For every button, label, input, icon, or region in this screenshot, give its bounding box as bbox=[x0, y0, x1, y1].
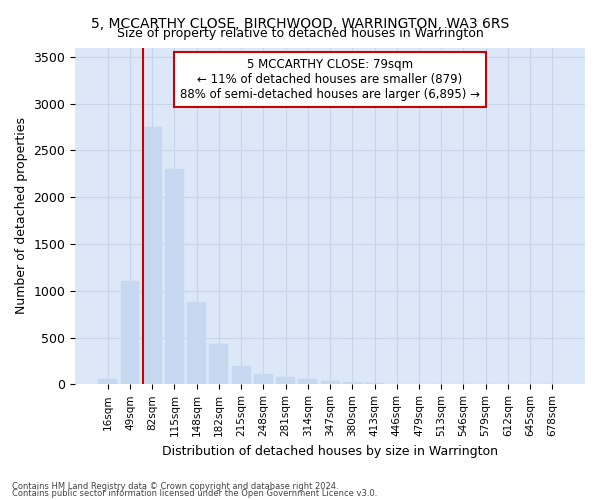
Bar bbox=[343, 382, 362, 384]
Bar bbox=[187, 302, 206, 384]
Bar bbox=[320, 381, 340, 384]
Text: Contains HM Land Registry data © Crown copyright and database right 2024.: Contains HM Land Registry data © Crown c… bbox=[12, 482, 338, 491]
Text: 5 MCCARTHY CLOSE: 79sqm
← 11% of detached houses are smaller (879)
88% of semi-d: 5 MCCARTHY CLOSE: 79sqm ← 11% of detache… bbox=[180, 58, 480, 100]
Text: 5, MCCARTHY CLOSE, BIRCHWOOD, WARRINGTON, WA3 6RS: 5, MCCARTHY CLOSE, BIRCHWOOD, WARRINGTON… bbox=[91, 18, 509, 32]
Bar bbox=[143, 127, 161, 384]
Bar bbox=[98, 379, 117, 384]
X-axis label: Distribution of detached houses by size in Warrington: Distribution of detached houses by size … bbox=[162, 444, 498, 458]
Bar bbox=[298, 379, 317, 384]
Y-axis label: Number of detached properties: Number of detached properties bbox=[15, 118, 28, 314]
Bar bbox=[232, 366, 251, 384]
Bar bbox=[165, 169, 184, 384]
Bar bbox=[209, 344, 229, 385]
Bar bbox=[254, 374, 273, 384]
Bar bbox=[121, 282, 139, 385]
Bar bbox=[276, 378, 295, 384]
Bar bbox=[365, 383, 384, 384]
Text: Contains public sector information licensed under the Open Government Licence v3: Contains public sector information licen… bbox=[12, 489, 377, 498]
Text: Size of property relative to detached houses in Warrington: Size of property relative to detached ho… bbox=[116, 28, 484, 40]
